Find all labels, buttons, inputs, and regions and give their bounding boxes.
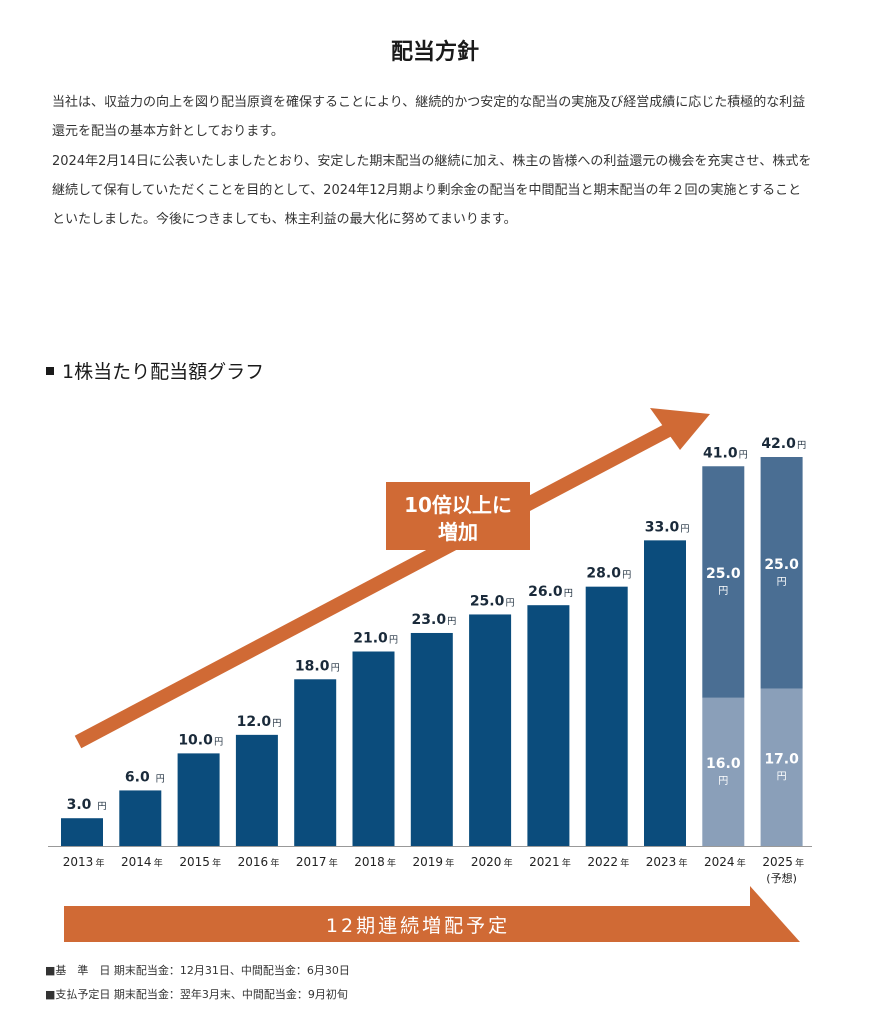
total-unit-2020: 円 [506, 597, 515, 608]
x-tick-suffix-2013: 年 [95, 857, 104, 869]
x-tick-suffix-2020: 年 [504, 857, 513, 869]
bar-2017 [294, 679, 337, 846]
bar-2019 [410, 632, 453, 846]
policy-paragraph-2: 2024年2月14日に公表いたしましたとおり、安定した期末配当の継続に加え、株主… [52, 154, 812, 227]
total-value-2016: 12.0 [237, 714, 272, 730]
x-tick-suffix-2019: 年 [445, 857, 454, 869]
total-unit-2023: 円 [680, 523, 689, 534]
x-tick-2015: 2015 [179, 855, 210, 869]
bar-2015 [177, 753, 220, 846]
total-value-2017: 18.0 [295, 658, 330, 674]
total-value-2019: 23.0 [412, 612, 447, 628]
total-value-2024: 41.0 [703, 445, 738, 461]
banner-arrow-shape [64, 886, 800, 942]
total-value-2020: 25.0 [470, 593, 505, 609]
chart-heading: 1株当たり配当額グラフ [46, 357, 264, 384]
x-tick-suffix-2022: 年 [620, 857, 629, 869]
total-value-2023: 33.0 [645, 519, 680, 535]
bar-2020 [469, 614, 512, 846]
growth-arrow-group [74, 408, 710, 749]
total-unit-2022: 円 [622, 570, 631, 581]
policy-paragraph-1: 当社は、収益力の向上を図り配当原資を確保することにより、継続的かつ安定的な配当の… [52, 95, 806, 139]
total-unit-2016: 円 [272, 718, 281, 729]
final-value-2025: 25.0 [764, 557, 799, 573]
x-tick-2022: 2022 [587, 855, 618, 869]
note-payment-date: ■支払予定日 期末配当金：翌年3月末、中間配当金：9月初旬 [45, 988, 348, 1001]
chart-heading-label: 1株当たり配当額グラフ [62, 361, 265, 383]
total-value-2025: 42.0 [761, 436, 796, 452]
bar-2022 [585, 586, 628, 846]
growth-callout-line1: 10倍以上に [404, 493, 512, 517]
total-value-2013: 3.0 [67, 797, 92, 813]
x-tick-suffix-2023: 年 [678, 857, 687, 869]
x-tick-2025: 2025 [762, 855, 793, 869]
x-tick-2021: 2021 [529, 855, 560, 869]
growth-arrow-head [650, 408, 710, 450]
x-tick-suffix-2017: 年 [329, 857, 338, 869]
final-value-2024: 25.0 [706, 566, 741, 582]
x-tick-2018: 2018 [354, 855, 385, 869]
bar-final-2024 [702, 466, 745, 698]
bar-2023 [644, 540, 686, 846]
total-unit-2014: 円 [156, 773, 165, 784]
value-labels-group: 3.0 円6.0 円10.0 円12.0 円18.0 円21.0 円23.0 円25.0 円26… [67, 436, 807, 813]
x-tick-suffix-2015: 年 [212, 857, 221, 869]
interim-value-2025: 17.0 [764, 751, 799, 767]
total-unit-2013: 円 [97, 801, 106, 812]
x-tick-note-2025: (予想) [766, 871, 797, 885]
total-value-2015: 10.0 [178, 732, 213, 748]
x-tick-2017: 2017 [296, 855, 327, 869]
interim-unit-2025: 円 [777, 771, 787, 782]
bar-final-2025 [760, 457, 803, 689]
interim-value-2024: 16.0 [706, 756, 741, 772]
x-tick-2019: 2019 [413, 855, 444, 869]
x-tick-suffix-2018: 年 [387, 857, 396, 869]
x-tick-suffix-2014: 年 [154, 857, 163, 869]
bar-2018 [352, 651, 395, 846]
total-unit-2024: 円 [739, 449, 748, 460]
bar-2016 [235, 734, 278, 846]
x-tick-suffix-2021: 年 [562, 857, 571, 869]
x-tick-2014: 2014 [121, 855, 152, 869]
x-tick-suffix-2024: 年 [737, 857, 746, 869]
total-value-2022: 28.0 [586, 566, 621, 582]
total-value-2014: 6.0 [125, 769, 150, 785]
total-unit-2017: 円 [331, 662, 340, 673]
x-tick-2020: 2020 [471, 855, 502, 869]
total-value-2021: 26.0 [528, 584, 563, 600]
bars-group [61, 457, 803, 846]
square-bullet-icon [46, 366, 54, 375]
final-unit-2024: 円 [718, 586, 728, 597]
x-tick-2016: 2016 [238, 855, 269, 869]
growth-callout-box [386, 482, 530, 550]
interim-unit-2024: 円 [718, 776, 728, 787]
growth-callout-group: 10倍以上に 増加 [386, 482, 530, 550]
x-tick-suffix-2025: 年 [795, 857, 804, 869]
growth-arrow-line [74, 421, 676, 749]
total-unit-2018: 円 [389, 635, 398, 646]
growth-callout-line2: 増加 [438, 520, 478, 544]
total-unit-2021: 円 [564, 588, 573, 599]
bar-interim-2025 [760, 688, 803, 846]
x-tick-2013: 2013 [63, 855, 94, 869]
banner-label: 12期連続増配予定 [326, 915, 510, 937]
total-value-2018: 21.0 [353, 631, 388, 647]
consecutive-increase-banner: 12期連続増配予定 [64, 886, 800, 942]
page-title: 配当方針 [390, 40, 479, 65]
bar-2014 [119, 790, 162, 846]
x-axis-group: 2013 年 2014 年 2015 年 2016 年 2017 年 2018 年 2019 年 2020 年… [48, 846, 812, 885]
total-unit-2019: 円 [447, 616, 456, 627]
bar-interim-2024 [702, 697, 745, 846]
total-unit-2015: 円 [214, 736, 223, 747]
x-tick-suffix-2016: 年 [270, 857, 279, 869]
x-tick-2024: 2024 [704, 855, 735, 869]
bar-2013 [61, 818, 103, 846]
bar-2021 [527, 605, 570, 846]
x-tick-2023: 2023 [646, 855, 677, 869]
note-record-date: ■基 準 日 期末配当金：12月31日、中間配当金：6月30日 [45, 964, 350, 977]
final-unit-2025: 円 [777, 577, 787, 588]
total-unit-2025: 円 [797, 440, 806, 451]
